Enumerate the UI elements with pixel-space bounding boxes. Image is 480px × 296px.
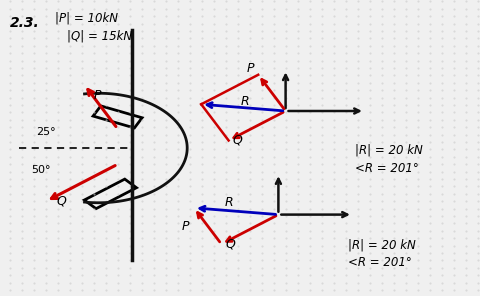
Text: R: R bbox=[225, 196, 233, 209]
Text: P: P bbox=[181, 221, 189, 234]
Text: 50°: 50° bbox=[31, 165, 51, 175]
Text: <R = 201°: <R = 201° bbox=[348, 256, 412, 269]
Text: |Q| = 15kN: |Q| = 15kN bbox=[67, 30, 132, 43]
Text: |R| = 20 kN: |R| = 20 kN bbox=[348, 239, 416, 252]
Text: P: P bbox=[94, 89, 101, 102]
Text: 25°: 25° bbox=[36, 127, 56, 137]
Text: |P| = 10kN: |P| = 10kN bbox=[55, 12, 118, 25]
Text: Q: Q bbox=[225, 237, 235, 250]
Text: 2.3.: 2.3. bbox=[10, 16, 39, 30]
Text: Q: Q bbox=[57, 194, 67, 207]
Text: R: R bbox=[240, 95, 249, 108]
Text: P: P bbox=[246, 62, 254, 75]
Text: Q: Q bbox=[232, 133, 242, 147]
Text: <R = 201°: <R = 201° bbox=[355, 162, 419, 175]
Text: |R| = 20 kN: |R| = 20 kN bbox=[355, 144, 423, 157]
